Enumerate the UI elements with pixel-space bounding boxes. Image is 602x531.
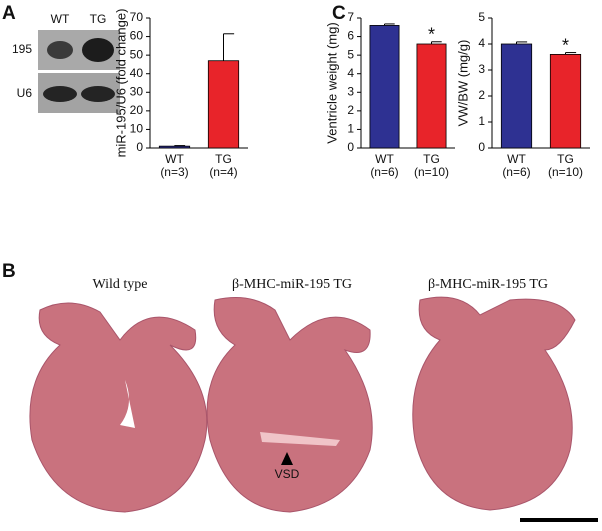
panel-label: B: [2, 261, 16, 282]
y-tick-label: 1: [347, 122, 354, 136]
x-tick-label: TG: [423, 152, 440, 166]
y-tick-label: 60: [130, 29, 144, 43]
panel-label: A: [2, 3, 16, 24]
bar: [549, 54, 582, 149]
significance-mark: *: [428, 25, 435, 45]
x-tick-label: WT: [375, 152, 394, 166]
y-tick-label: 20: [130, 103, 144, 117]
significance-mark: *: [562, 35, 569, 55]
y-tick-label: 4: [478, 36, 485, 50]
blot-band: [43, 86, 77, 102]
y-tick-label: 2: [347, 103, 354, 117]
bar: [369, 25, 400, 149]
arrow-label: VSD: [275, 467, 300, 481]
n-label: (n=6): [370, 165, 398, 179]
heart-image: [29, 296, 576, 513]
y-tick-label: 5: [347, 47, 354, 61]
row-label: 195: [12, 42, 32, 56]
y-tick-label: 5: [478, 10, 485, 24]
y-tick-label: 3: [347, 84, 354, 98]
image-caption: β-MHC-miR-195 TG: [232, 277, 352, 292]
n-label: (n=10): [548, 165, 583, 179]
y-tick-label: 4: [347, 66, 354, 80]
n-label: (n=4): [209, 165, 237, 179]
y-tick-label: 2: [478, 88, 485, 102]
y-tick-label: 3: [478, 62, 485, 76]
blot-band: [82, 38, 114, 62]
lane-label: WT: [51, 12, 70, 26]
y-axis-label: miR-195/U6 (fold change): [113, 9, 128, 158]
image-caption: β-MHC-miR-195 TG: [428, 277, 548, 292]
bar: [500, 43, 533, 149]
x-tick-label: WT: [165, 152, 184, 166]
y-tick-label: 0: [136, 140, 143, 154]
lane-label: TG: [90, 12, 107, 26]
x-tick-label: TG: [557, 152, 574, 166]
y-axis-label: VW/BW (mg/g): [455, 40, 470, 127]
y-tick-label: 6: [347, 29, 354, 43]
y-tick-label: 40: [130, 66, 144, 80]
y-tick-label: 7: [347, 10, 354, 24]
bar: [158, 145, 191, 149]
n-label: (n=6): [502, 165, 530, 179]
x-tick-label: TG: [215, 152, 232, 166]
arrow: [281, 452, 293, 465]
defect: [260, 432, 340, 446]
y-axis-label: Ventricle weight (mg): [324, 22, 339, 143]
n-label: (n=10): [414, 165, 449, 179]
y-tick-label: 50: [130, 47, 144, 61]
blot-band: [81, 86, 115, 102]
panel-label: C: [332, 3, 346, 24]
n-label: (n=3): [160, 165, 188, 179]
bar: [207, 60, 240, 149]
y-tick-label: 0: [347, 140, 354, 154]
bar: [416, 43, 447, 149]
image-caption: Wild type: [92, 277, 147, 292]
blot-band: [47, 41, 73, 59]
x-tick-label: WT: [507, 152, 526, 166]
y-tick-label: 10: [130, 122, 144, 136]
y-tick-label: 1: [478, 114, 485, 128]
y-tick-label: 70: [130, 10, 144, 24]
lumen: [120, 380, 135, 428]
y-tick-label: 30: [130, 84, 144, 98]
y-tick-label: 0: [478, 140, 485, 154]
row-label: U6: [17, 86, 33, 100]
